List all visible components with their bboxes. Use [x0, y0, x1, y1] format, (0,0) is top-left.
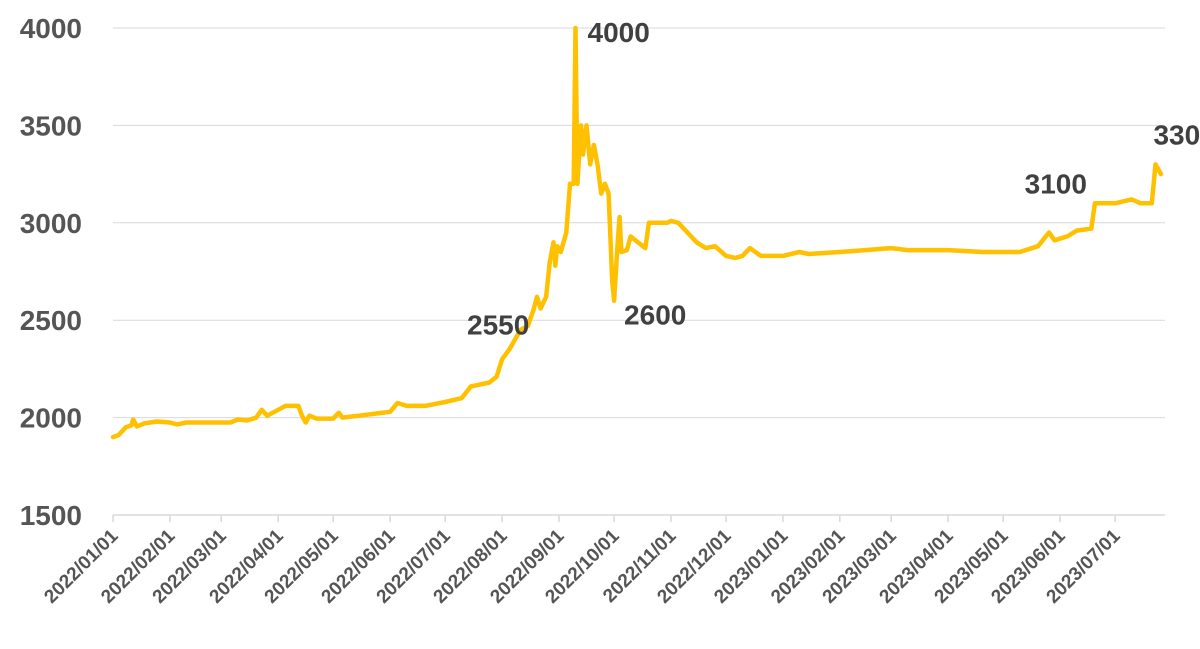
annotations: 4000 2550 2600 3100 3300 [467, 17, 1200, 340]
annotation-label: 3100 [1025, 168, 1087, 199]
y-axis-ticks: 1500 2000 2500 3000 3500 4000 [20, 13, 82, 531]
annotation-label: 3300 [1153, 119, 1200, 150]
annotation-label: 2550 [467, 309, 529, 340]
y-tick-label: 4000 [20, 13, 82, 44]
y-tick-label: 2500 [20, 305, 82, 336]
y-tick-label: 1500 [20, 500, 82, 531]
annotation-label: 2600 [624, 300, 686, 331]
gridlines [113, 27, 1165, 419]
price-series-line [110, 25, 1164, 440]
y-tick-label: 2000 [20, 403, 82, 434]
series-group [110, 25, 1164, 440]
y-tick-label: 3000 [20, 208, 82, 239]
x-axis-ticks: 2022/01/012022/02/012022/03/012022/04/01… [40, 515, 1125, 608]
y-tick-label: 3500 [20, 110, 82, 141]
annotation-label: 4000 [588, 17, 650, 48]
